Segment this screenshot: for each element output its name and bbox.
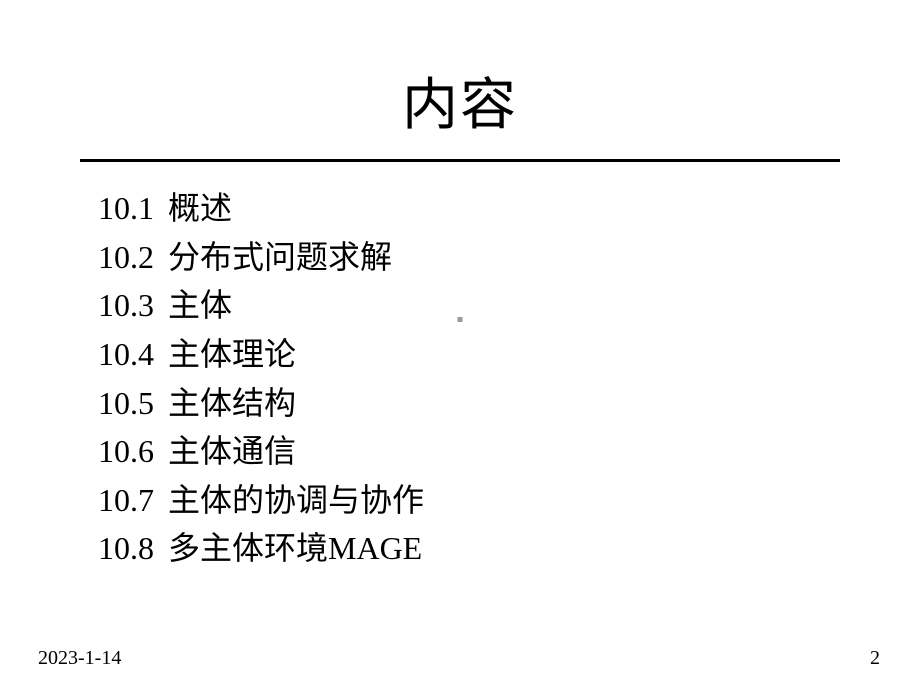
toc-item: 10.8 多主体环境MAGE xyxy=(98,524,840,573)
toc-item: 10.5 主体结构 xyxy=(98,379,840,428)
page-title: 内容 xyxy=(0,60,920,141)
toc-item-label: 主体理论 xyxy=(168,336,296,372)
toc-item-number: 10.8 xyxy=(98,530,154,566)
title-divider xyxy=(80,159,840,162)
table-of-contents: 10.1 概述 10.2 分布式问题求解 10.3 主体 10.4 主体理论 10.5 主… xyxy=(80,184,840,573)
toc-item-label: 主体通信 xyxy=(168,433,296,469)
toc-item-number: 10.7 xyxy=(98,482,154,518)
toc-item: 10.1 概述 xyxy=(98,184,840,233)
toc-item: 10.4 主体理论 xyxy=(98,330,840,379)
toc-item-number: 10.6 xyxy=(98,433,154,469)
toc-item: 10.7 主体的协调与协作 xyxy=(98,476,840,525)
footer-page-number: 2 xyxy=(870,647,880,670)
center-marker-icon xyxy=(458,317,463,322)
toc-item-label: 主体结构 xyxy=(168,385,296,421)
toc-item-label: 主体的协调与协作 xyxy=(168,482,424,518)
toc-item-label: 概述 xyxy=(168,190,232,226)
toc-item-label: 主体 xyxy=(168,287,232,323)
footer-date: 2023-1-14 xyxy=(38,647,121,670)
toc-item-number: 10.5 xyxy=(98,385,154,421)
slide: 内容 10.1 概述 10.2 分布式问题求解 10.3 主体 10.4 主体理论 10… xyxy=(0,0,920,690)
toc-item-label: 分布式问题求解 xyxy=(168,239,392,275)
toc-item: 10.3 主体 xyxy=(98,281,840,330)
toc-item-number: 10.2 xyxy=(98,239,154,275)
toc-item-label: 多主体环境MAGE xyxy=(168,530,422,566)
toc-item-number: 10.1 xyxy=(98,190,154,226)
toc-item: 10.2 分布式问题求解 xyxy=(98,233,840,282)
toc-item-number: 10.4 xyxy=(98,336,154,372)
toc-item: 10.6 主体通信 xyxy=(98,427,840,476)
toc-item-number: 10.3 xyxy=(98,287,154,323)
